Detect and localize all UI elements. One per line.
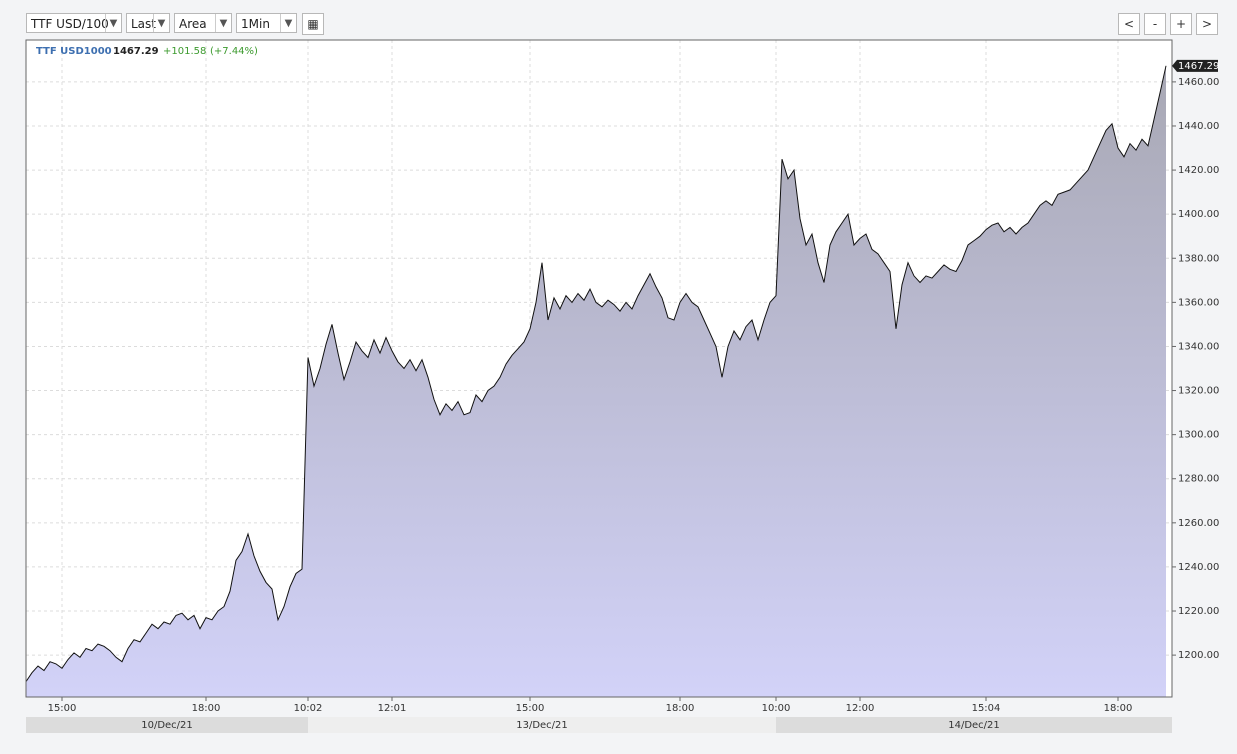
style-text: Area [179, 17, 207, 31]
nav-button[interactable]: + [1170, 13, 1192, 35]
dropdown-arrow: ▼ [280, 14, 296, 32]
date-label: 14/Dec/21 [948, 720, 1000, 731]
plot-border [25, 39, 1173, 698]
nav-button[interactable]: - [1144, 13, 1166, 35]
y-tick-label: 1360.00 [1178, 297, 1219, 308]
y-tick-label: 1400.00 [1178, 209, 1219, 220]
x-tick-label: 10:00 [762, 703, 791, 714]
x-tick-label: 15:00 [48, 703, 77, 714]
header-change-pct: (+7.44%) [210, 46, 258, 57]
dropdown-arrow: ▼ [215, 14, 231, 32]
style-select[interactable]: Area ▼ [174, 13, 232, 33]
x-tick-label: 18:00 [1104, 703, 1133, 714]
header-change: +101.58 [163, 46, 206, 57]
y-tick-label: 1220.00 [1178, 606, 1219, 617]
header-symbol: TTF USD1000 [36, 46, 112, 57]
dropdown-arrow: ▼ [153, 14, 169, 32]
x-tick-label: 15:04 [972, 703, 1001, 714]
header-last: 1467.29 [113, 46, 159, 57]
x-tick-label: 18:00 [192, 703, 221, 714]
area-fill [26, 65, 1166, 698]
y-tick-label: 1240.00 [1178, 562, 1219, 573]
date-label: 13/Dec/21 [516, 720, 568, 731]
x-tick-label: 15:00 [516, 703, 545, 714]
y-tick-label: 1440.00 [1178, 121, 1219, 132]
y-tick-label: 1200.00 [1178, 650, 1219, 661]
y-tick-label: 1260.00 [1178, 518, 1219, 529]
field-text: Last [131, 17, 156, 31]
x-tick-label: 12:01 [378, 703, 407, 714]
y-tick-label: 1340.00 [1178, 341, 1219, 352]
y-tick-label: 1380.00 [1178, 253, 1219, 264]
x-tick-label: 12:00 [846, 703, 875, 714]
interval-text: 1Min [241, 17, 270, 31]
symbol-select[interactable]: TTF USD/100 ▼ [26, 13, 122, 33]
y-tick-label: 1280.00 [1178, 474, 1219, 485]
date-band [26, 717, 308, 733]
date-band [308, 717, 776, 733]
field-select[interactable]: Last ▼ [126, 13, 170, 33]
date-label: 10/Dec/21 [141, 720, 193, 731]
nav-button[interactable]: < [1118, 13, 1140, 35]
dropdown-arrow: ▼ [105, 14, 121, 32]
price-line [25, 65, 1167, 682]
nav-button[interactable]: > [1196, 13, 1218, 35]
last-price-label: 1467.29 [1178, 61, 1219, 72]
toolbar: TTF USD/100 ▼ Last ▼ Area ▼ 1Min ▼ ▦ < - + > [0, 0, 1237, 40]
table-button[interactable]: ▦ [302, 13, 324, 35]
y-tick-label: 1300.00 [1178, 430, 1219, 441]
y-tick-label: 1420.00 [1178, 165, 1219, 176]
last-price-tag [1172, 59, 1218, 72]
x-tick-label: 18:00 [666, 703, 695, 714]
interval-select[interactable]: 1Min ▼ [236, 13, 297, 33]
x-tick-label: 10:02 [294, 703, 323, 714]
y-tick-label: 1320.00 [1178, 386, 1219, 397]
symbol-text: TTF USD/100 [31, 17, 109, 31]
date-band [776, 717, 1172, 733]
y-tick-label: 1460.00 [1178, 77, 1219, 88]
